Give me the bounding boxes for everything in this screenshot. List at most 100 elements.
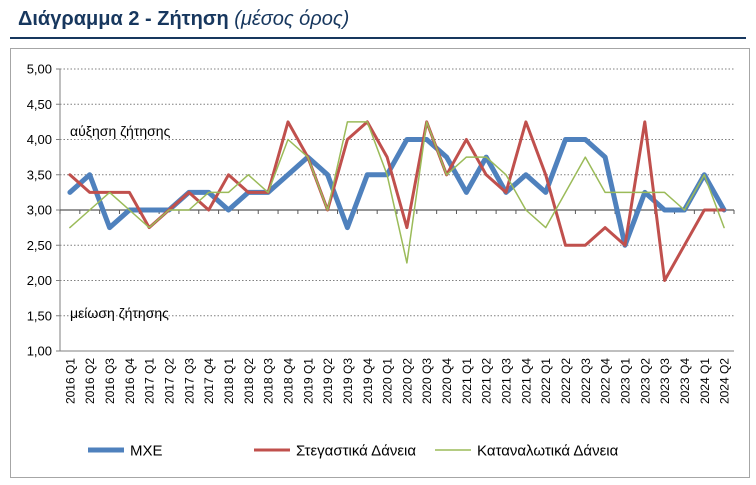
x-tick-label: 2022 Q2 [559, 358, 573, 404]
data-point [129, 209, 131, 211]
data-point [466, 192, 468, 194]
data-point [347, 121, 349, 123]
chart-title-sub: (μέσος όρος) [234, 8, 350, 30]
data-point [505, 192, 507, 194]
data-point [406, 139, 408, 141]
x-tick-label: 2023 Q4 [678, 358, 692, 404]
data-point [327, 174, 329, 176]
x-tick-label: 2017 Q2 [163, 358, 177, 404]
data-point [69, 174, 71, 176]
y-axis-ticks: 1,00 1,50 2,00 2,50 3,00 3,50 4,00 4,50 5,00 [27, 62, 60, 359]
data-point [723, 227, 725, 229]
x-tick-label: 2019 Q2 [321, 358, 335, 404]
data-point [129, 192, 131, 194]
data-point [446, 156, 448, 158]
data-point [624, 244, 626, 246]
data-point [386, 156, 388, 158]
data-point [664, 192, 666, 194]
legend-label-1: ΜΧΕ [130, 443, 163, 460]
data-point [366, 121, 368, 123]
legend-label-3: Καταναλωτικά Δάνεια [477, 443, 619, 460]
data-point [69, 192, 71, 194]
data-point [89, 174, 91, 176]
y-tick-label: 2,00 [27, 273, 52, 288]
data-point [426, 121, 428, 123]
chart-title-main: Διάγραμμα 2 - Ζήτηση [18, 8, 229, 30]
x-tick-label: 2021 Q3 [500, 358, 514, 404]
data-point [604, 156, 606, 158]
x-tick-label: 2020 Q3 [420, 358, 434, 404]
data-point [248, 192, 250, 194]
data-point [89, 209, 91, 211]
annotation-decrease: μείωση ζήτησης [70, 305, 169, 321]
data-point [148, 227, 150, 229]
x-tick-label: 2024 Q2 [718, 358, 732, 404]
data-point [109, 192, 111, 194]
y-tick-label: 3,50 [27, 167, 52, 182]
data-point [446, 174, 448, 176]
data-point [505, 174, 507, 176]
data-point [565, 139, 567, 141]
x-tick-label: 2023 Q2 [638, 358, 652, 404]
data-point [347, 139, 349, 141]
x-tick-label: 2018 Q2 [242, 358, 256, 404]
data-point [228, 209, 230, 211]
x-tick-label: 2023 Q3 [658, 358, 672, 404]
data-point [585, 139, 587, 141]
y-tick-label: 1,50 [27, 308, 52, 323]
data-point [664, 209, 666, 211]
data-point [426, 139, 428, 141]
x-tick-label: 2020 Q1 [381, 358, 395, 404]
data-point [228, 192, 230, 194]
x-tick-label: 2021 Q2 [480, 358, 494, 404]
data-point [604, 227, 606, 229]
data-point [684, 209, 686, 211]
data-point [664, 280, 666, 282]
data-point [228, 174, 230, 176]
x-tick-label: 2022 Q3 [579, 358, 593, 404]
series-line-3 [69, 121, 725, 264]
data-point [703, 174, 705, 176]
x-tick-label: 2017 Q4 [202, 358, 216, 404]
x-tick-label: 2018 Q3 [262, 358, 276, 404]
data-point [466, 139, 468, 141]
x-tick-label: 2017 Q1 [143, 358, 157, 404]
series-line-2 [68, 120, 726, 282]
x-tick-label: 2017 Q3 [182, 358, 196, 404]
x-axis-ticks: 2016 Q1 2016 Q2 2016 Q3 2016 Q4 2017 Q1 2017 … [59, 210, 735, 404]
data-point [287, 174, 289, 176]
x-tick-label: 2016 Q4 [123, 358, 137, 404]
x-tick-label: 2018 Q4 [281, 358, 295, 404]
data-point [525, 209, 527, 211]
x-tick-label: 2016 Q1 [63, 358, 77, 404]
data-point [327, 209, 329, 211]
title-underline [10, 37, 746, 39]
x-tick-label: 2019 Q1 [301, 358, 315, 404]
x-tick-label: 2023 Q1 [618, 358, 632, 404]
data-point [287, 139, 289, 141]
data-point [565, 192, 567, 194]
data-point [466, 156, 468, 158]
legend: ΜΧΕ Στεγαστικά Δάνεια Καταναλωτικά Δάνεια [88, 443, 619, 460]
chart-title: Διάγραμμα 2 - Ζήτηση (μέσος όρος) [18, 8, 349, 31]
data-point [723, 209, 725, 211]
x-tick-label: 2020 Q2 [400, 358, 414, 404]
data-point [307, 156, 309, 158]
data-point [703, 209, 705, 211]
y-tick-label: 3,00 [27, 203, 52, 218]
chart-frame [10, 48, 750, 478]
data-point [148, 209, 150, 211]
x-tick-label: 2016 Q2 [83, 358, 97, 404]
data-point [188, 192, 190, 194]
y-tick-label: 4,50 [27, 97, 52, 112]
series-lines [67, 120, 727, 282]
x-tick-label: 2024 Q1 [698, 358, 712, 404]
data-point [109, 227, 111, 229]
data-point [267, 192, 269, 194]
data-point [69, 227, 71, 229]
data-point [485, 156, 487, 158]
x-tick-label: 2020 Q4 [440, 358, 454, 404]
data-point [644, 121, 646, 123]
x-tick-label: 2022 Q4 [599, 358, 613, 404]
